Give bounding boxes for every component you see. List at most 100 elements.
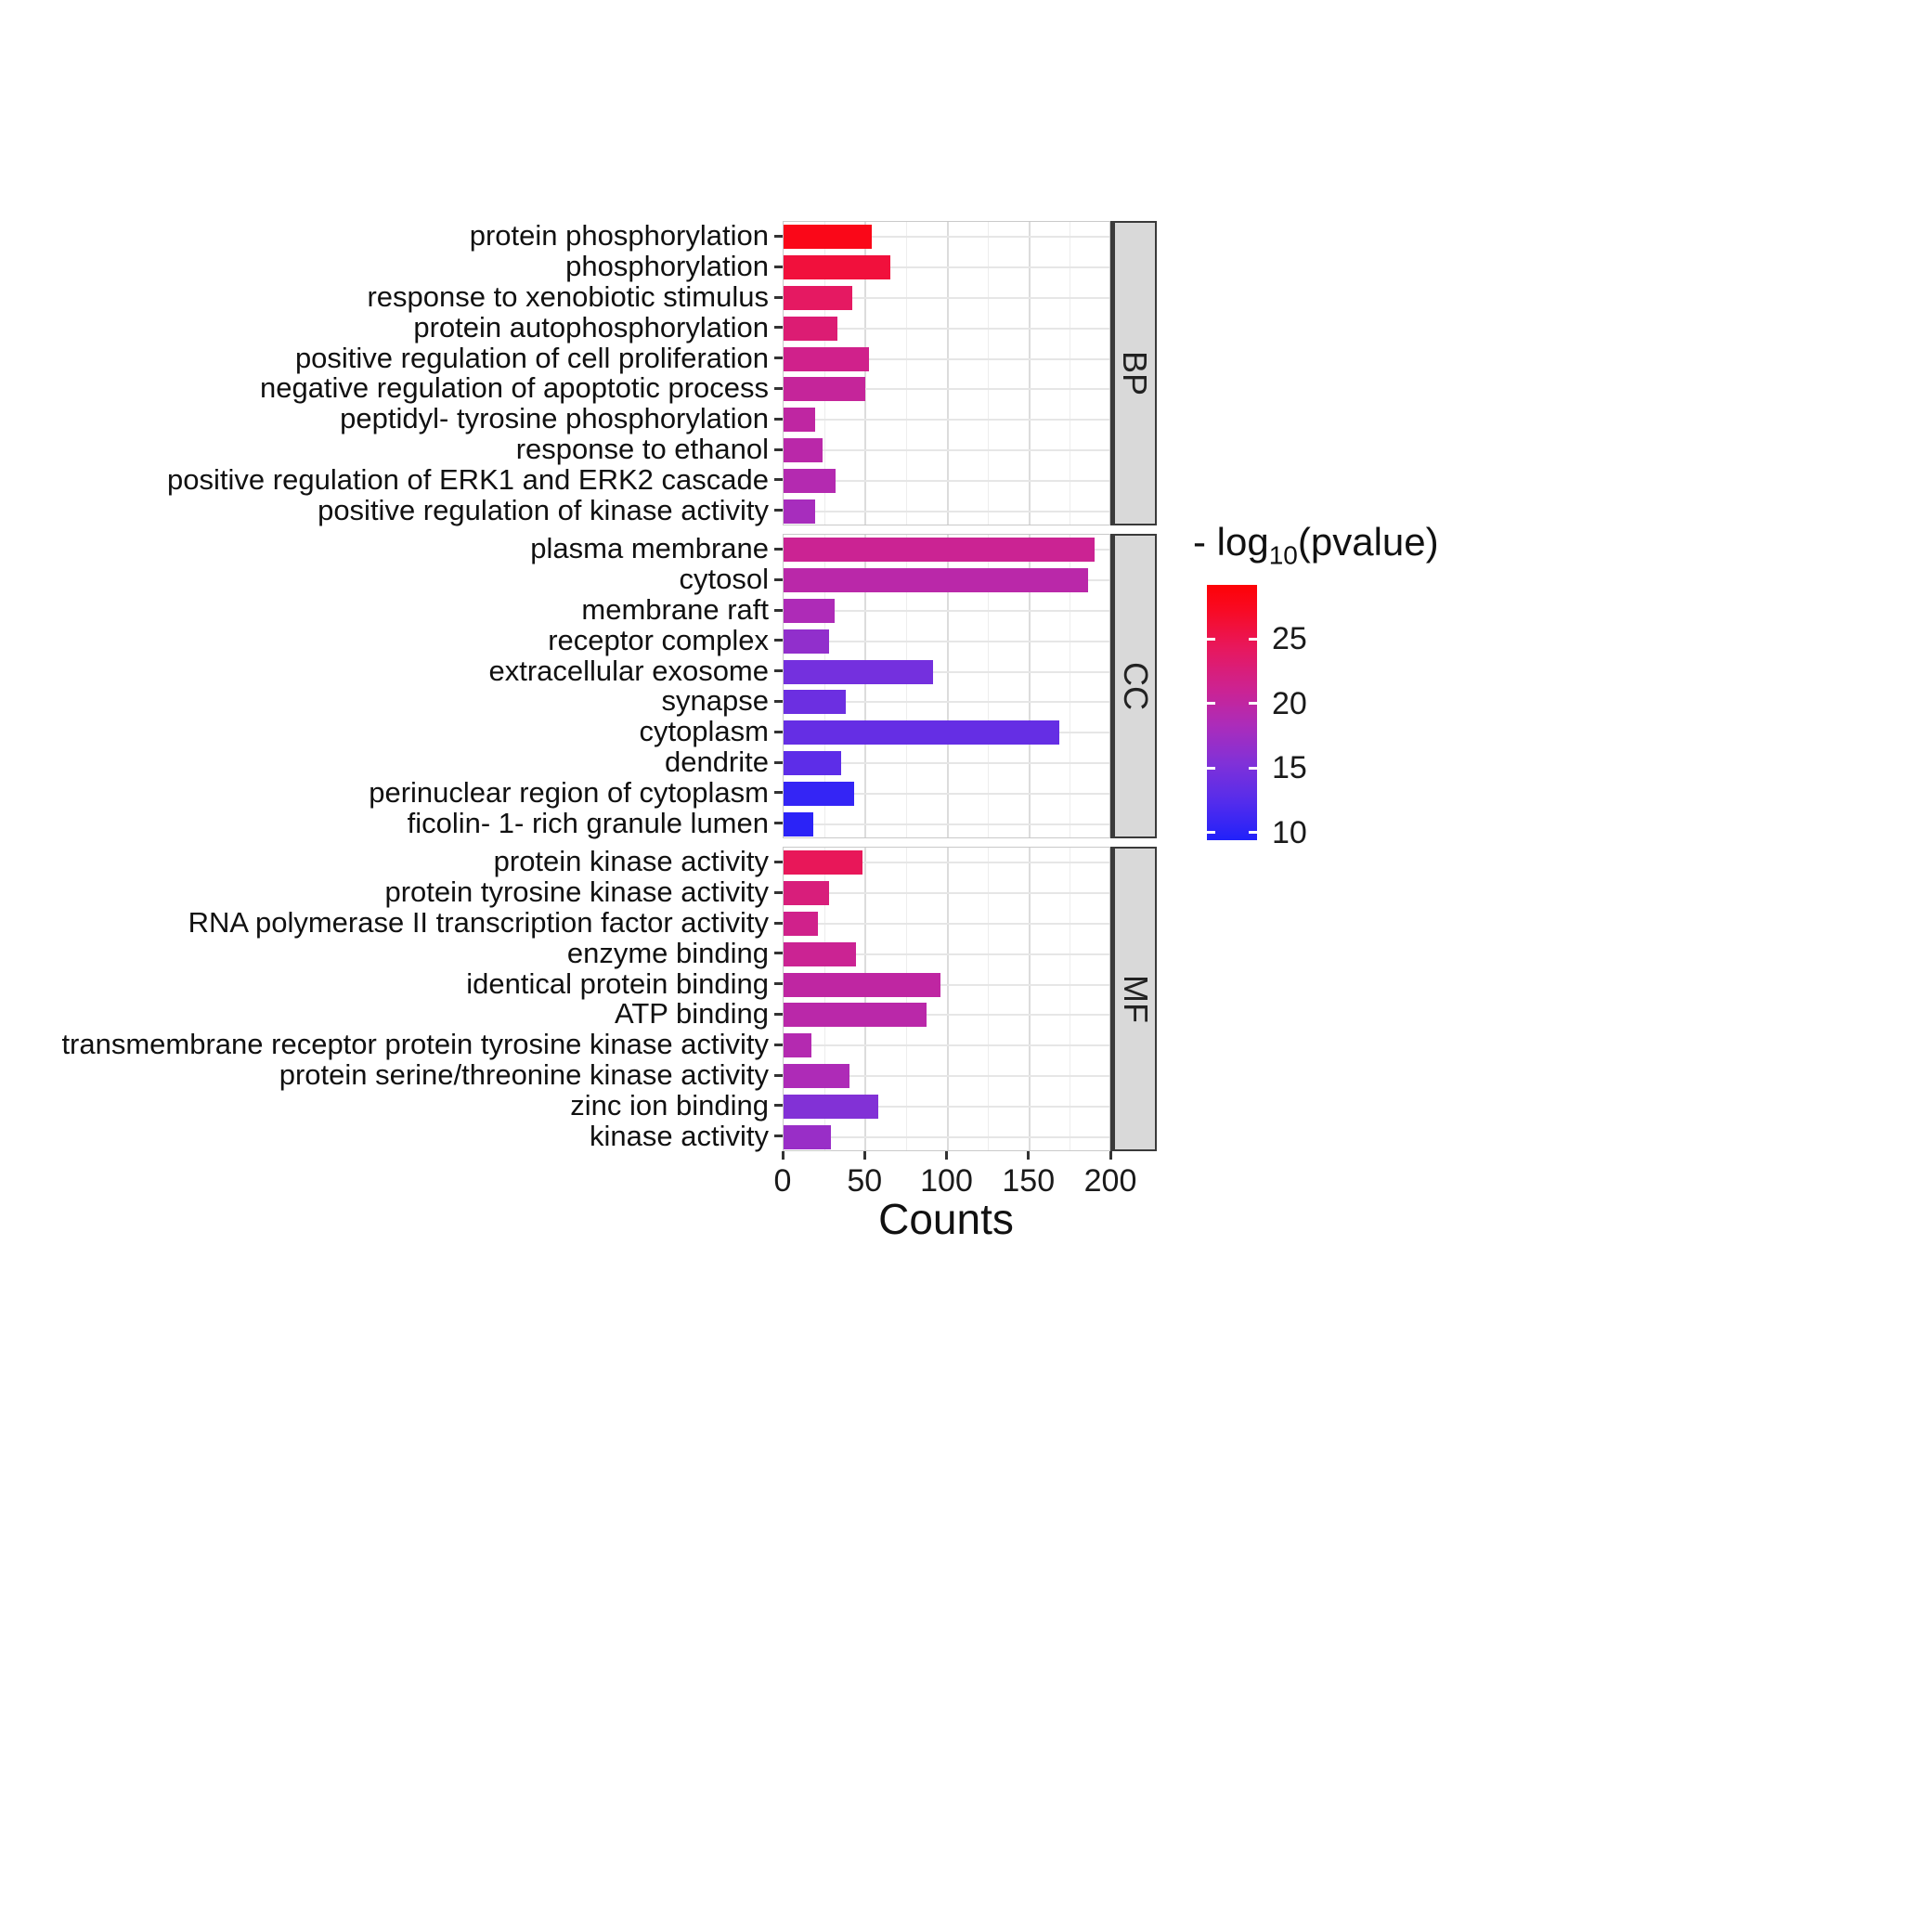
legend-tick-label: 15 xyxy=(1272,750,1307,786)
y-tick-mark xyxy=(774,1135,783,1138)
y-tick-mark xyxy=(774,386,783,390)
gridline-category xyxy=(784,388,1109,391)
gridline-minor xyxy=(905,535,907,837)
gridline-category xyxy=(784,1044,1109,1047)
x-tick-mark xyxy=(945,1151,948,1160)
x-tick-label: 200 xyxy=(1083,1163,1137,1199)
x-tick-mark xyxy=(862,1151,866,1160)
legend-tick-mark xyxy=(1249,637,1257,641)
category-label: ficolin- 1- rich granule lumen xyxy=(407,806,769,839)
y-tick-mark xyxy=(774,1104,783,1108)
category-label: cytosol xyxy=(679,563,769,596)
legend-tick-label: 25 xyxy=(1272,621,1307,657)
gridline-category xyxy=(784,479,1109,482)
y-tick-mark xyxy=(774,1012,783,1016)
legend-tick-label: 20 xyxy=(1272,685,1307,721)
y-tick-mark xyxy=(774,447,783,451)
facet-strip-label: CC xyxy=(1116,662,1155,710)
gridline-category xyxy=(784,862,1109,864)
bar xyxy=(784,629,830,654)
gridline-category xyxy=(784,1135,1109,1138)
gridline-minor xyxy=(823,535,825,837)
gridline-category xyxy=(784,1075,1109,1077)
y-tick-mark xyxy=(774,890,783,894)
legend-tick-mark xyxy=(1249,766,1257,770)
y-tick-mark xyxy=(774,1043,783,1046)
x-tick-label: 50 xyxy=(847,1163,883,1199)
category-label: positive regulation of kinase activity xyxy=(318,493,769,526)
y-tick-mark xyxy=(774,822,783,825)
legend-tick-label: 10 xyxy=(1272,814,1307,850)
category-label: perinuclear region of cytoplasm xyxy=(369,775,769,809)
gridline-category xyxy=(784,792,1109,795)
bar xyxy=(784,255,890,280)
gridline-category xyxy=(784,510,1109,512)
gridline-minor xyxy=(988,222,990,525)
gridline-major xyxy=(946,848,949,1150)
bar xyxy=(784,599,835,623)
category-label: dendrite xyxy=(664,746,769,778)
gridline-category xyxy=(784,610,1109,612)
bar xyxy=(784,972,941,997)
facet-panel-mf xyxy=(783,847,1110,1151)
y-tick-mark xyxy=(774,1073,783,1077)
legend-tick-mark xyxy=(1207,831,1215,835)
category-label: positive regulation of ERK1 and ERK2 cas… xyxy=(167,462,769,496)
legend-tick-mark xyxy=(1249,831,1257,835)
y-tick-mark xyxy=(774,982,783,986)
category-label: protein serine/threonine kinase activity xyxy=(279,1058,769,1091)
facet-strip-bp: BP xyxy=(1110,221,1157,525)
y-tick-mark xyxy=(774,265,783,268)
gridline-category xyxy=(784,1014,1109,1017)
gridline-major xyxy=(946,222,949,525)
gridline-major xyxy=(1028,848,1031,1150)
bar xyxy=(784,720,1059,746)
category-label: ATP binding xyxy=(614,997,769,1031)
gridline-category xyxy=(784,1105,1109,1108)
legend-title-suffix: (pvalue) xyxy=(1297,520,1439,564)
x-tick-mark xyxy=(1027,1151,1031,1160)
gridline-category xyxy=(784,983,1109,986)
gridline-category xyxy=(784,823,1109,825)
facet-panel-bp xyxy=(783,221,1110,525)
y-tick-mark xyxy=(774,791,783,795)
category-label: peptidyl- tyrosine phosphorylation xyxy=(340,402,769,435)
gridline-minor xyxy=(905,848,907,1150)
legend-tick-mark xyxy=(1249,702,1257,706)
gridline-major xyxy=(1028,222,1031,525)
category-label: plasma membrane xyxy=(530,532,769,565)
facet-strip-cc: CC xyxy=(1110,534,1157,838)
bar xyxy=(784,912,819,936)
gridline-category xyxy=(784,297,1109,299)
category-label: transmembrane receptor protein tyrosine … xyxy=(61,1028,769,1061)
bar xyxy=(784,316,838,341)
y-tick-mark xyxy=(774,669,783,673)
gridline-minor xyxy=(823,222,825,525)
gridline-category xyxy=(784,953,1109,955)
category-label: extracellular exosome xyxy=(488,654,769,687)
gridline-minor xyxy=(988,535,990,837)
category-label: phosphorylation xyxy=(565,250,769,283)
gridline-minor xyxy=(905,222,907,525)
category-label: RNA polymerase II transcription factor a… xyxy=(188,906,769,939)
bar xyxy=(784,468,836,493)
bar xyxy=(784,881,830,906)
category-label: protein autophosphorylation xyxy=(413,310,769,344)
category-label: enzyme binding xyxy=(566,936,769,969)
gridline-minor xyxy=(988,848,990,1150)
gridline-category xyxy=(784,640,1109,642)
category-label: protein phosphorylation xyxy=(469,219,769,253)
bar xyxy=(784,408,815,433)
bar xyxy=(784,1094,879,1119)
x-axis-title: Counts xyxy=(878,1195,1014,1243)
gridline-major xyxy=(864,535,867,837)
y-tick-mark xyxy=(774,478,783,482)
y-tick-mark xyxy=(774,234,783,238)
bar xyxy=(784,751,841,775)
y-tick-mark xyxy=(774,699,783,703)
gridline-category xyxy=(784,762,1109,764)
bar xyxy=(784,659,933,684)
category-label: identical protein binding xyxy=(466,966,769,1000)
category-label: protein kinase activity xyxy=(493,845,769,878)
gridline-major xyxy=(946,535,949,837)
